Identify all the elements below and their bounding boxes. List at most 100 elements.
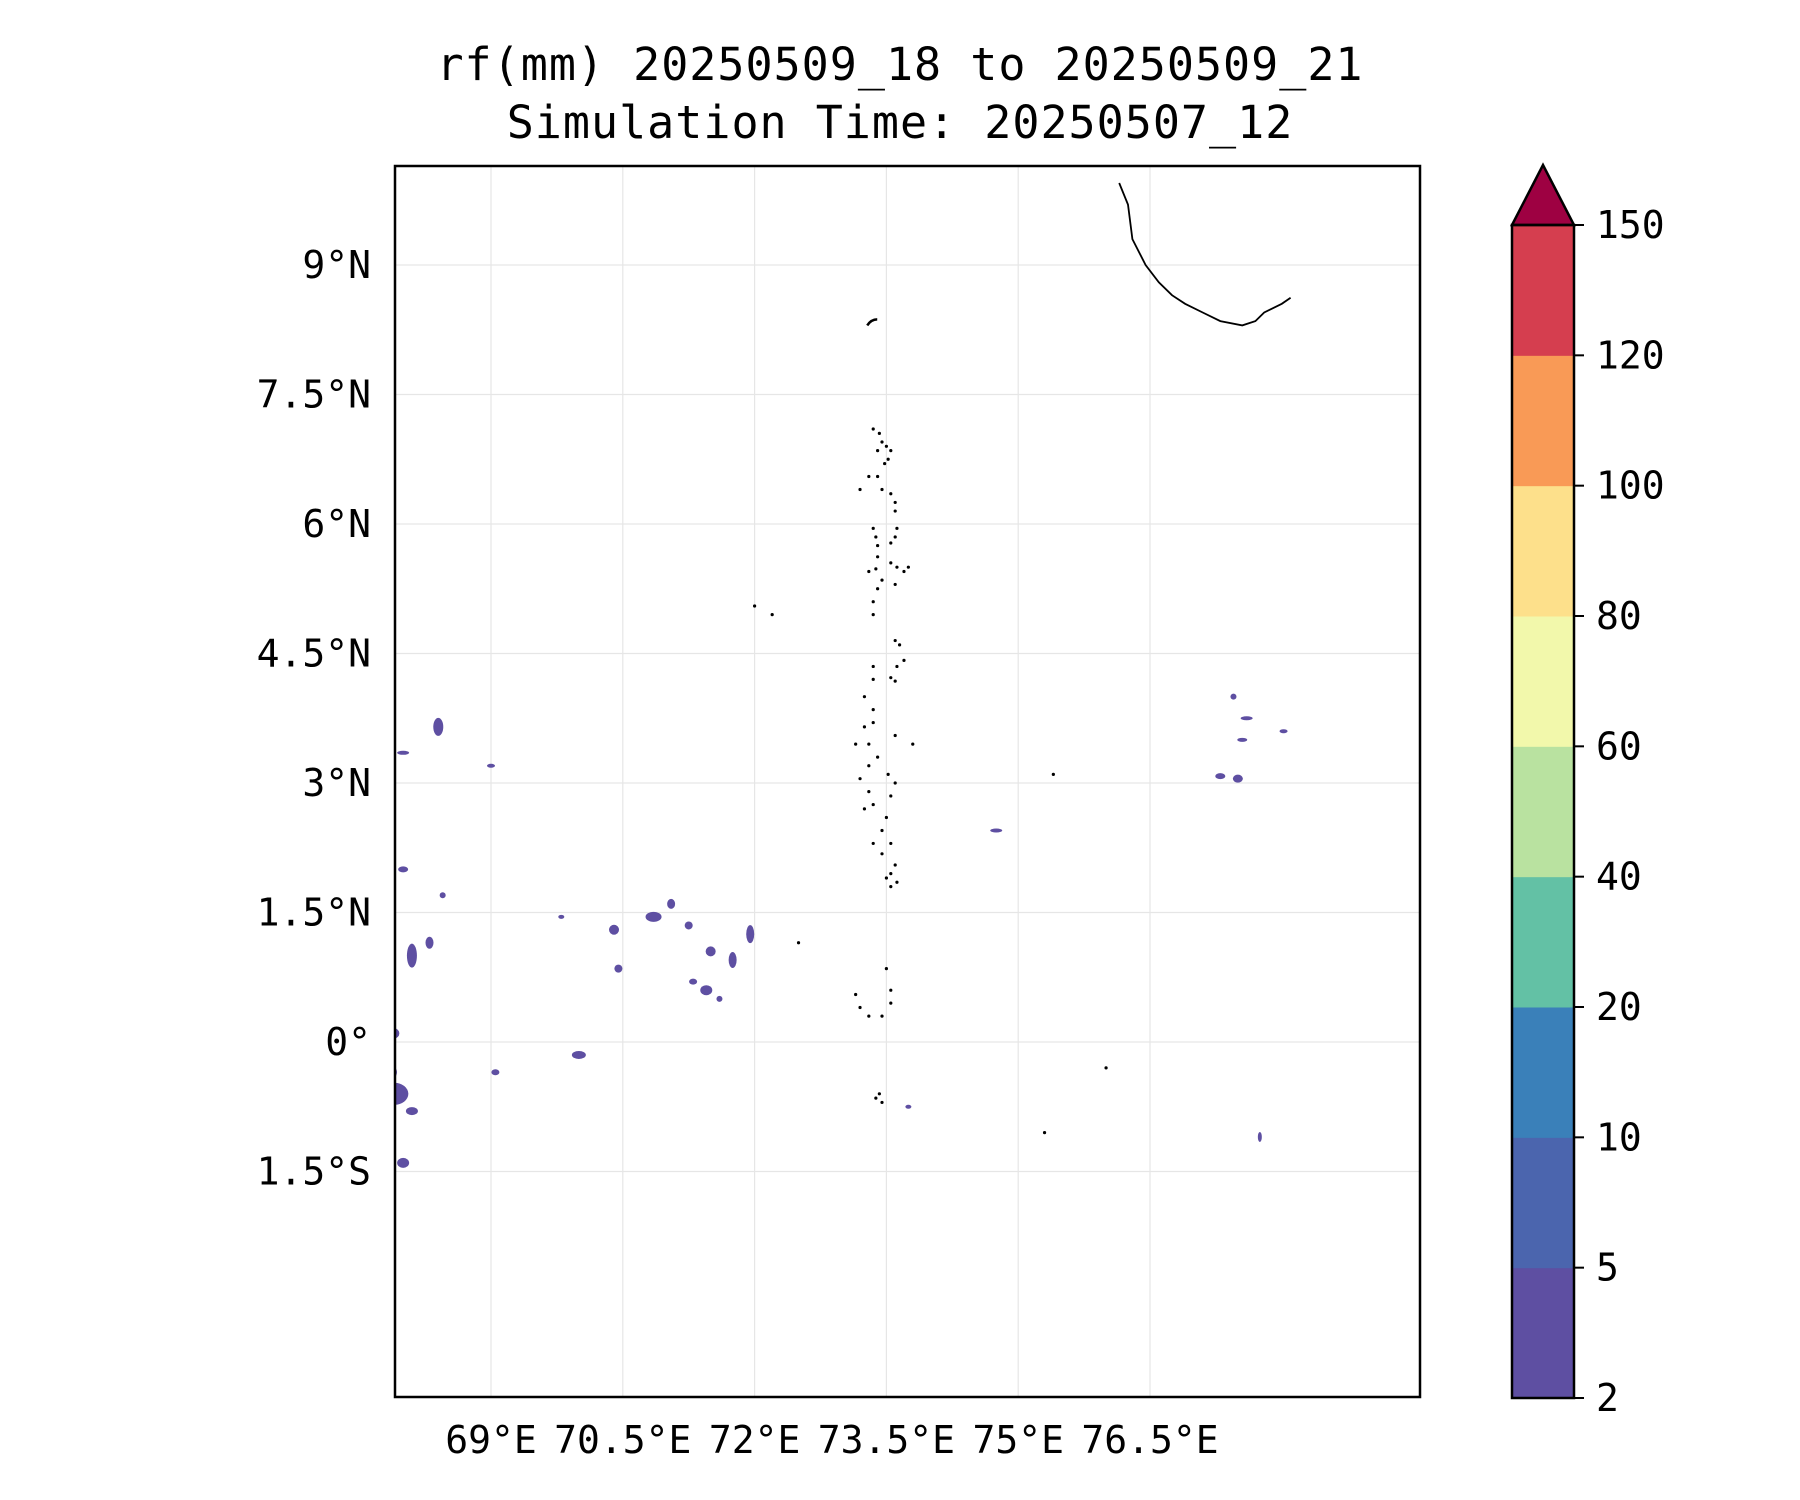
y-tick-label: 0° [325,1020,371,1064]
island-outline [895,565,899,569]
colorbar-segment [1512,1137,1574,1269]
rainfall-patch [1215,773,1226,780]
colorbar-segment [1512,616,1574,747]
island-outline [884,815,889,820]
rainfall-patch [645,911,662,922]
rainfall-patch [558,914,565,919]
x-tick-label: 70.5°E [554,1418,691,1462]
island-outline [753,604,757,608]
island-outline [867,474,871,479]
rainfall-patch [614,964,623,973]
y-tick-label: 9°N [302,243,371,287]
island-outline [889,561,893,565]
island-outline [889,492,893,496]
colorbar-tick-label: 120 [1596,333,1665,377]
rainfall-areas [395,693,1288,1168]
colorbar: 2 5 10 20 40 60 80 100 120 150 [1509,162,1665,1420]
y-tick-label: 3°N [302,761,371,805]
island-outline [871,526,875,530]
island-outline [867,569,871,574]
island-outline [889,676,893,680]
island-outline [889,872,893,876]
map-frame [393,164,1422,1399]
island-outline [862,725,867,729]
y-tick-label: 1.5°S [257,1150,371,1194]
island-outline [883,461,887,466]
island-outline [866,318,878,327]
island-outline [889,885,893,889]
rainfall-patch [425,936,434,949]
island-outline [1051,772,1055,776]
rainfall-patch [406,943,417,968]
island-outline [858,777,862,781]
rainfall-patch [609,924,620,935]
island-outline [893,733,897,738]
rainfall-patch [571,1050,586,1059]
island-outline [889,449,893,453]
island-outline [877,431,881,435]
colorbar-tick-label: 5 [1596,1246,1619,1290]
island-outline [871,677,875,682]
x-tick-label: 73.5°E [818,1418,955,1462]
island-outline [893,535,897,539]
coastlines [753,182,1292,1135]
colorbar-tick-label: 100 [1596,464,1665,508]
x-tick-label: 69°E [445,1418,537,1462]
island-outline [858,1005,862,1010]
island-outline [876,474,880,479]
colorbar-tick-label: 60 [1596,724,1642,768]
island-outline [880,487,884,492]
island-outline [867,1014,871,1018]
rainfall-patch [689,978,698,985]
y-tick-label: 1.5°N [257,891,371,935]
island-outline [893,509,897,513]
island-outline [862,807,867,811]
island-outline [871,613,875,617]
island-outline [893,781,897,785]
island-outline [871,427,875,431]
island-outline [880,852,884,856]
island-outline [893,679,897,683]
rainfall-patch [728,951,737,968]
island-outline [895,526,899,530]
island-outline [884,967,889,971]
island-outline [895,664,899,669]
island-outline [884,876,889,880]
colorbar-outline [1510,223,1576,1400]
island-outline [897,643,902,647]
rainfall-patch [716,995,723,1002]
rainfall-patch [433,717,444,736]
island-outline [874,535,878,539]
island-outline [854,992,858,997]
island-outline [874,567,878,571]
rainfall-patch [990,828,1003,833]
island-outline [889,988,893,992]
grid-lines [395,166,1420,1397]
island-outline [1104,1066,1108,1070]
colorbar-segment [1512,485,1574,617]
island-outline [1042,1131,1047,1135]
chart-title: rf(mm) 20250509_18 to 20250509_21 Simula… [0,36,1800,152]
island-outline [867,742,871,746]
island-outline [893,863,897,867]
colorbar-tick-label: 80 [1596,594,1642,638]
island-outline [880,578,884,582]
island-outline [889,1001,893,1005]
rainfall-patch [684,921,693,930]
rainfall-patch [700,985,713,996]
island-outline [874,1096,878,1100]
island-outline [889,794,893,798]
rainfall-patch [705,946,716,957]
island-outline [871,708,875,712]
colorbar-segment [1512,746,1574,878]
island-outline [880,1100,884,1105]
rainfall-patch [398,866,409,873]
colorbar-extend-arrow [1509,162,1577,227]
colorbar-tick-label: 10 [1596,1115,1642,1159]
rainfall-patch [746,925,755,944]
island-outline [895,880,899,884]
island-outline [880,828,884,833]
rainfall-patch [667,898,676,909]
island-outline [902,658,906,663]
